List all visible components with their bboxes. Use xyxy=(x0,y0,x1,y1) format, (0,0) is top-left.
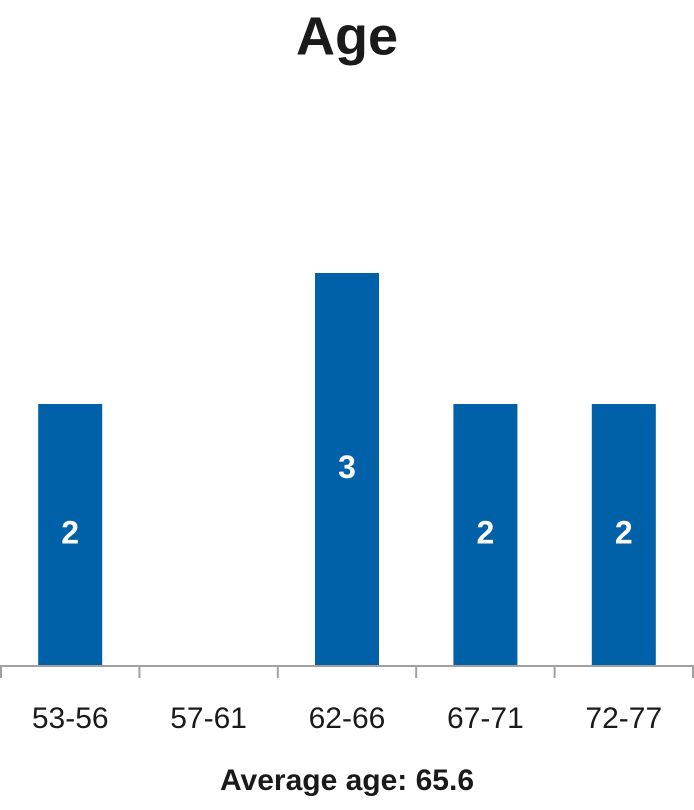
x-tick-label: 67-71 xyxy=(447,702,524,735)
x-tick-label: 53-56 xyxy=(32,702,109,735)
bar xyxy=(315,273,379,666)
x-tick-label: 62-66 xyxy=(309,702,386,735)
data-label: 3 xyxy=(338,449,356,485)
data-label: 2 xyxy=(61,514,79,550)
x-axis-label: Average age: 65.6 xyxy=(220,764,474,797)
bar xyxy=(38,404,103,666)
data-label: 2 xyxy=(477,514,495,550)
chart-title: Age xyxy=(296,6,398,66)
x-tick-label: 57-61 xyxy=(170,702,247,735)
data-label: 2 xyxy=(615,514,633,550)
bar xyxy=(453,404,518,666)
bar xyxy=(591,404,656,666)
x-tick-label: 72-77 xyxy=(585,702,662,735)
